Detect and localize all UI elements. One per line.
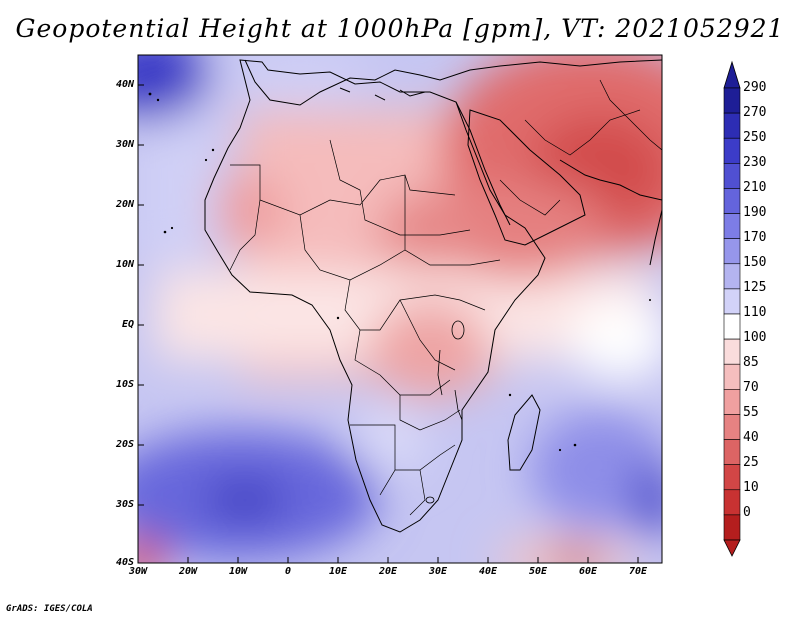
colorbar-label: 10	[743, 480, 759, 495]
persian-gulf-coast	[559, 159, 662, 201]
lake-victoria	[451, 320, 465, 340]
colorbar-label: 290	[743, 80, 767, 95]
colorbar-label: 85	[743, 355, 759, 370]
lake-malawi	[454, 389, 463, 421]
mediterranean-islands	[339, 87, 426, 101]
lon-label-50e: 50E	[528, 566, 548, 577]
africa-coastline	[204, 59, 546, 533]
colorbar-label: 210	[743, 180, 767, 195]
colorbar-label: 40	[743, 430, 759, 445]
colorbar-swatch	[723, 163, 741, 189]
colorbar-label: 230	[743, 155, 767, 170]
colorbar-label: 190	[743, 205, 767, 220]
madagascar	[507, 394, 541, 471]
lat-label-40n: 40N	[115, 79, 134, 90]
lat-label-eq: EQ	[121, 319, 134, 330]
field-north-atlantic-high	[138, 55, 210, 120]
axis-ticks	[138, 84, 639, 563]
colorbar-swatch	[723, 439, 741, 465]
arabian-peninsula	[467, 109, 586, 246]
lat-label-30n: 30N	[115, 139, 134, 150]
india-coast	[649, 209, 662, 266]
grads-credit: GrADS: IGES/COLA	[6, 604, 93, 614]
field-layer	[138, 55, 662, 563]
colorbar-swatch	[723, 414, 741, 440]
colorbar	[723, 60, 741, 557]
country-borders	[229, 79, 662, 516]
lon-label-10e: 10E	[328, 566, 348, 577]
lake-tanganyika	[437, 349, 443, 396]
colorbar-swatch	[723, 389, 741, 415]
colorbar-swatch	[723, 489, 741, 516]
colorbar-label: 100	[743, 330, 767, 345]
europe-coast	[244, 59, 662, 106]
lat-label-30s: 30S	[115, 499, 134, 510]
colorbar-swatch	[723, 338, 741, 365]
colorbar-top-arrow	[723, 60, 741, 89]
lon-label-20e: 20E	[378, 566, 398, 577]
lakes	[425, 320, 465, 504]
lon-label-60e: 60E	[578, 566, 598, 577]
lat-label-20s: 20S	[115, 439, 134, 450]
colorbar-label: 110	[743, 305, 767, 320]
colorbar-swatch	[723, 363, 741, 390]
colorbar-swatch	[723, 263, 741, 290]
colorbar-label: 25	[743, 455, 759, 470]
colorbar-label: 170	[743, 230, 767, 245]
colorbar-swatch	[723, 87, 741, 114]
colorbar-swatch	[723, 213, 741, 239]
lon-label-10w: 10W	[228, 566, 248, 577]
colorbar-label: 250	[743, 130, 767, 145]
colorbar-label: 0	[743, 505, 751, 520]
lon-label-20w: 20W	[178, 566, 198, 577]
lon-label-30e: 30E	[428, 566, 448, 577]
colorbar-swatch	[723, 238, 741, 265]
map-title: Geopotential Height at 1000hPa [gpm], VT…	[15, 14, 785, 43]
lon-label-70e: 70E	[628, 566, 648, 577]
colorbar-label: 70	[743, 380, 759, 395]
lon-label-0: 0	[284, 566, 292, 577]
colorbar-swatch	[723, 288, 741, 315]
lat-label-40s: 40S	[115, 557, 134, 568]
colorbar-label: 125	[743, 280, 767, 295]
coastlines	[204, 59, 662, 533]
lon-label-40e: 40E	[478, 566, 498, 577]
lon-label-30w: 30W	[128, 566, 148, 577]
colorbar-swatch	[723, 313, 741, 340]
colorbar-swatch	[723, 464, 741, 491]
lat-label-20n: 20N	[115, 199, 134, 210]
islands	[148, 92, 651, 452]
field-southern-ocean-low	[550, 548, 600, 563]
plot-frame	[137, 54, 663, 564]
lat-label-10s: 10S	[115, 379, 134, 390]
red-sea	[455, 101, 511, 226]
colorbar-label: 150	[743, 255, 767, 270]
colorbar-swatch	[723, 514, 741, 541]
lat-label-10n: 10N	[115, 259, 134, 270]
colorbar-swatch	[723, 137, 741, 164]
colorbar-bottom-arrow	[723, 539, 741, 557]
colorbar-label: 55	[743, 405, 759, 420]
colorbar-label: 270	[743, 105, 767, 120]
colorbar-swatch	[723, 188, 741, 214]
colorbar-swatch	[723, 112, 741, 139]
